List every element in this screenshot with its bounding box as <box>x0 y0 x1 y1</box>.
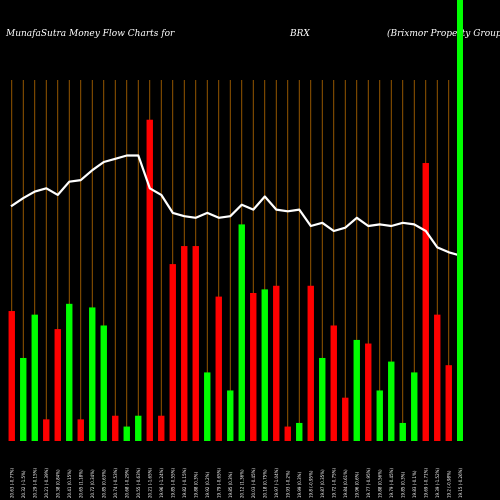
money-flow-bar <box>307 285 314 441</box>
money-flow-bar <box>123 426 130 441</box>
money-flow-bar <box>273 285 280 441</box>
x-tick-label: 19.83 (-0.1%) <box>412 470 417 498</box>
money-flow-bar <box>100 325 107 441</box>
money-flow-bar <box>296 422 303 441</box>
money-flow-bars <box>8 119 452 442</box>
money-flow-bar <box>215 296 222 441</box>
money-flow-bar <box>411 372 418 441</box>
money-flow-bar <box>54 329 61 441</box>
x-tick-label: 19.93 (-0.2%) <box>285 470 290 498</box>
x-tick-label: 19.97 (-1.04%) <box>274 468 279 498</box>
x-tick-label: 19.39 (-1.52%) <box>435 468 440 498</box>
money-flow-bar <box>169 264 176 441</box>
x-tick-label: 19.72 (-0.75%) <box>331 468 336 498</box>
x-tick-label: 19.92 (0.2%) <box>205 472 210 498</box>
x-tick-label: 20.29 (-0.15%) <box>32 468 37 498</box>
x-tick-label: 19.2 (-0.98%) <box>446 470 451 498</box>
money-flow-bar <box>250 292 257 441</box>
x-tick-label: 20.63 (-0.77%) <box>9 468 14 498</box>
money-flow-bar <box>319 357 326 441</box>
x-tick-label: 19.99 (0.3%) <box>297 472 302 498</box>
money-flow-bar <box>20 357 27 441</box>
money-flow-bar <box>330 325 337 441</box>
x-tick-label: 19.85 (-0.55%) <box>170 468 175 498</box>
money-flow-bar <box>284 426 291 441</box>
money-flow-bar <box>192 246 199 441</box>
money-flow-bar <box>43 419 50 441</box>
money-flow-bar <box>112 415 119 441</box>
money-flow-bar <box>8 311 15 441</box>
x-tick-label: 20.21 (-0.39%) <box>44 468 49 498</box>
money-flow-bar <box>353 339 360 441</box>
x-tick-label: 19.77 (-0.95%) <box>366 468 371 498</box>
x-tick-label: 19.69 (-0.71%) <box>423 468 428 498</box>
x-tick-label: 19.79 (-0.45%) <box>389 468 394 498</box>
x-tick-label: 19.8 (-0.95%) <box>308 470 313 498</box>
money-flow-bar <box>342 397 349 441</box>
money-flow-bar <box>261 289 268 441</box>
x-tick-label: 19.88 (0.3%) <box>193 472 198 498</box>
x-tick-label: 19.84 (0.61%) <box>343 469 348 498</box>
money-flow-bar <box>66 303 73 441</box>
money-flow-bar <box>158 415 165 441</box>
x-tick-label: 20.12 (1.36%) <box>239 469 244 498</box>
money-flow-bar <box>365 343 372 441</box>
x-axis-labels: 20.63 (-0.77%) 20.32 (-1.5%) 20.29 (-0.15%… <box>9 468 463 498</box>
money-flow-bar <box>434 314 441 441</box>
x-tick-label: 20.21 (-1.65%) <box>147 468 152 498</box>
money-flow-bar <box>227 390 234 441</box>
x-tick-label: 19.85 (0.3%) <box>228 472 233 498</box>
x-tick-label: 19.79 (-0.65%) <box>216 468 221 498</box>
x-tick-label: 20.72 (0.34%) <box>90 469 95 498</box>
money-flow-bar <box>146 119 153 442</box>
x-tick-label: 20.18 (0.75%) <box>262 469 267 498</box>
x-tick-label: 19.15 (-0.26%) <box>458 468 463 498</box>
x-tick-label: 20.85 (0.63%) <box>101 469 106 498</box>
x-tick-label: 20.41 (0.15%) <box>67 469 72 498</box>
money-flow-bar <box>376 390 383 441</box>
money-flow-bar <box>77 419 84 441</box>
x-tick-label: 19.96 (0.6%) <box>354 472 359 498</box>
money-flow-bar <box>399 422 406 441</box>
x-tick-label: 20.32 (-1.5%) <box>21 470 26 498</box>
x-tick-label: 19.88 (0.56%) <box>377 469 382 498</box>
x-tick-label: 19.82 (-0.15%) <box>182 468 187 498</box>
latest-session-marker <box>457 0 463 441</box>
money-flow-bar <box>445 365 452 441</box>
x-tick-label: 19.85 (0.3%) <box>400 472 405 498</box>
x-tick-label: 20.38 (0.84%) <box>55 469 60 498</box>
chart-title-left: MunafaSutra Money Flow Charts for <box>5 29 175 39</box>
x-tick-label: 19.87 (0.35%) <box>320 469 325 498</box>
money-flow-bar <box>238 224 245 441</box>
money-flow-bar <box>89 307 96 441</box>
money-flow-bar <box>31 314 38 441</box>
money-flow-bar <box>388 361 395 441</box>
chart-title-symbol: BRX <box>289 29 310 39</box>
price-line <box>10 154 462 257</box>
money-flow-bar <box>181 246 188 441</box>
money-flow-bar <box>204 372 211 441</box>
x-tick-label: 19.96 (-1.24%) <box>159 468 164 498</box>
chart-title-company: (Brixmor Property Group Inc.) M <box>387 28 500 39</box>
money-flow-bar <box>135 415 142 441</box>
x-tick-label: 20.55 (-0.63%) <box>136 468 141 498</box>
x-tick-label: 20.68 (-0.29%) <box>124 468 129 498</box>
x-tick-label: 20.74 (-0.53%) <box>113 468 118 498</box>
x-tick-label: 20.03 (-0.45%) <box>251 468 256 498</box>
x-tick-label: 20.65 (1.18%) <box>78 469 83 498</box>
money-flow-bar <box>422 163 429 441</box>
